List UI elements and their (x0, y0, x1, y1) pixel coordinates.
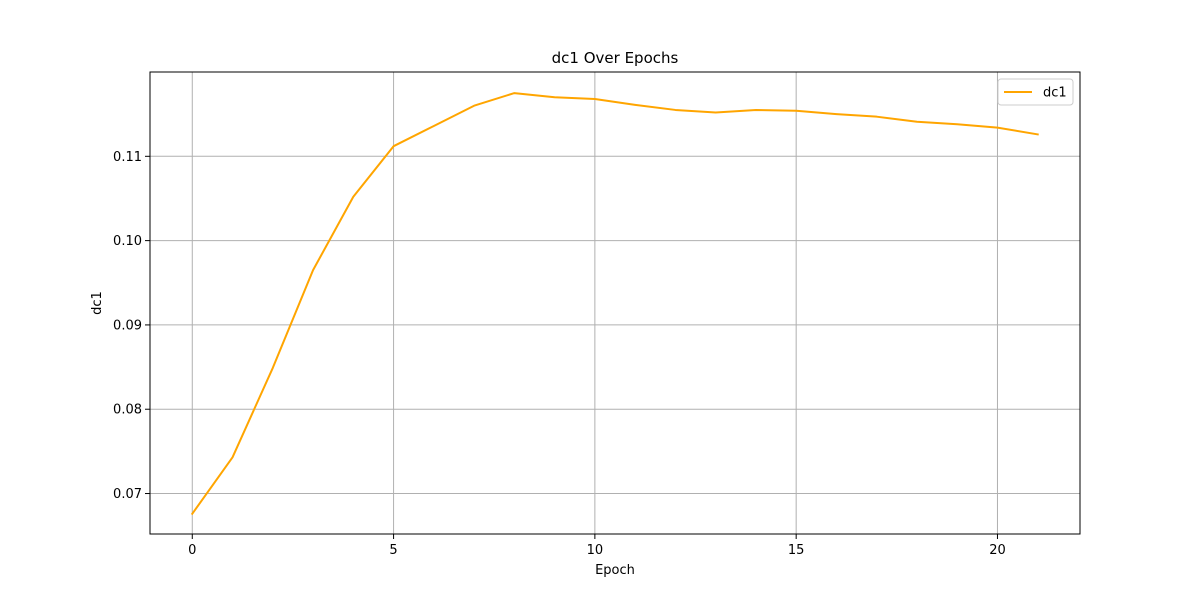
y-tick-label: 0.11 (113, 150, 142, 165)
plot-lines (190, 92, 1039, 516)
y-tick-label: 0.10 (113, 234, 142, 249)
y-tick-label: 0.09 (113, 318, 142, 333)
legend-box (997, 78, 1074, 106)
legend: dc1 (997, 78, 1074, 106)
chart-title: dc1 Over Epochs (552, 49, 679, 67)
x-tick-label: 15 (788, 543, 805, 558)
series-line (190, 92, 1039, 516)
plot-frame (149, 71, 1081, 535)
x-tick-label: 5 (389, 543, 397, 558)
y-tick-label: 0.08 (113, 403, 142, 418)
y-axis-label: dc1 (90, 291, 105, 315)
y-axis-ticks: 0.07 0.08 0.09 0.10 0.11 (113, 150, 150, 502)
grid-lines (150, 72, 1080, 534)
x-axis-label: Epoch (595, 563, 635, 578)
x-tick-label: 20 (989, 543, 1006, 558)
x-tick-label: 10 (587, 543, 604, 558)
y-tick-label: 0.07 (113, 487, 142, 502)
x-axis-ticks: 0 5 10 15 20 (188, 534, 1006, 558)
x-tick-label: 0 (188, 543, 196, 558)
legend-label: dc1 (1043, 86, 1067, 101)
